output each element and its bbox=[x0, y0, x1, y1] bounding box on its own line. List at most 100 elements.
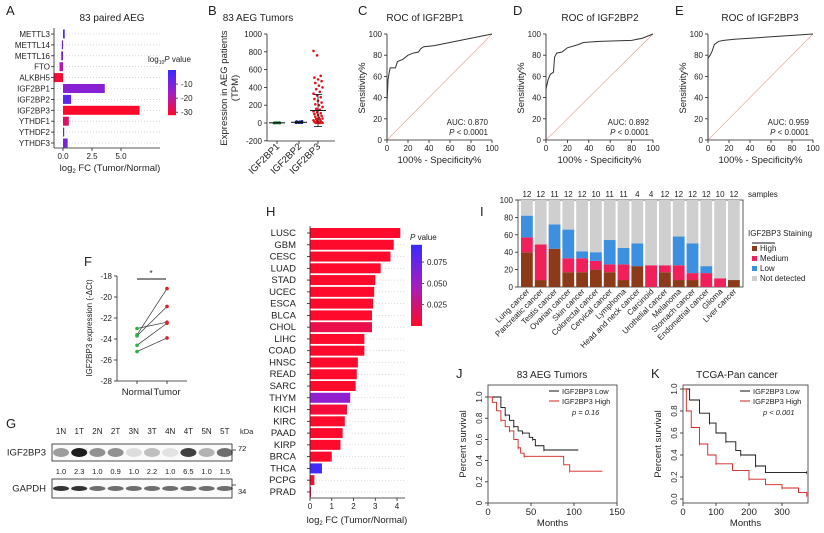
y-tick-label: 20 bbox=[532, 115, 541, 124]
colorbar-segment bbox=[411, 323, 422, 325]
bar-not-detected bbox=[728, 200, 740, 281]
band bbox=[53, 448, 69, 457]
cancer-label: SARC bbox=[270, 381, 297, 392]
sample-count: 12 bbox=[674, 190, 683, 199]
colorbar-label: 0.025 bbox=[427, 301, 448, 310]
bar-medium bbox=[590, 260, 602, 270]
p-italic: P bbox=[610, 128, 616, 137]
panel-a-title: 83 paired AEG bbox=[79, 13, 144, 24]
colorbar-segment bbox=[411, 259, 422, 261]
lane-label: 5T bbox=[220, 427, 229, 436]
roc-curve bbox=[707, 33, 814, 140]
bar-high bbox=[576, 272, 588, 287]
cancer-label: LIHC bbox=[274, 334, 296, 345]
ratio-label: 2.2 bbox=[147, 467, 157, 476]
p-value-label: p = 0.16 bbox=[571, 408, 600, 417]
colorbar-segment bbox=[411, 253, 422, 255]
x-axis-label: log2 FC (Tumor/Normal) bbox=[60, 163, 161, 175]
bar-gbm bbox=[310, 239, 394, 250]
survival-curve-high bbox=[488, 396, 603, 472]
bar-low bbox=[548, 224, 561, 249]
x-tick-label: 200 bbox=[741, 507, 757, 518]
colorbar-segment bbox=[168, 96, 176, 98]
colorbar-segment bbox=[168, 101, 176, 103]
colorbar-segment bbox=[411, 252, 422, 254]
colorbar-segment bbox=[168, 74, 176, 76]
bar-low bbox=[590, 252, 602, 261]
y-tick-label: 60 bbox=[532, 72, 541, 81]
colorbar-segment bbox=[168, 99, 176, 101]
band bbox=[125, 486, 142, 491]
gene-label: IGF2BP1 bbox=[17, 85, 50, 94]
bar-low bbox=[576, 251, 588, 259]
bar-medium bbox=[521, 237, 533, 253]
colorbar-segment bbox=[411, 319, 422, 321]
y-tick-label: 40 bbox=[694, 94, 703, 103]
colorbar-segment bbox=[411, 317, 422, 319]
colorbar-segment bbox=[411, 271, 422, 273]
bar-high bbox=[728, 280, 740, 287]
bar-mettl3 bbox=[63, 29, 65, 39]
bar-low bbox=[617, 247, 630, 265]
sample-count: 12 bbox=[536, 190, 545, 199]
p-value-label: p < 0.001 bbox=[762, 408, 795, 417]
cancer-label: UCEC bbox=[269, 287, 296, 298]
bar-not-detected bbox=[659, 200, 671, 266]
legend-swatch bbox=[752, 256, 757, 261]
y-tick-label: 0.8 bbox=[475, 412, 484, 424]
y-tick-label: 80 bbox=[532, 51, 541, 60]
panel-c-title: ROC of IGF2BP1 bbox=[386, 13, 464, 24]
bar-chol bbox=[310, 322, 372, 333]
x-tick-label: 60 bbox=[606, 144, 615, 153]
colorbar-segment bbox=[411, 289, 422, 291]
colorbar-segment bbox=[168, 112, 176, 114]
roc-curve bbox=[386, 33, 493, 140]
p-value-label: P < 0.0001 bbox=[610, 128, 649, 137]
y-tick-label: 0 bbox=[258, 119, 263, 128]
bar-medium bbox=[686, 273, 699, 281]
sample-count: 4 bbox=[649, 190, 654, 199]
y-tick-label: 0.4 bbox=[475, 454, 484, 466]
data-point-igf2bp3 bbox=[313, 76, 316, 79]
bar-high bbox=[590, 269, 602, 287]
p-rest: < 0.0001 bbox=[775, 128, 809, 137]
colorbar-segment bbox=[168, 78, 176, 80]
colorbar-segment bbox=[411, 311, 422, 313]
band bbox=[144, 486, 160, 491]
lane-label: 1T bbox=[75, 427, 84, 436]
panel-j-title: 83 AEG Tumors bbox=[517, 370, 588, 381]
colorbar-segment bbox=[168, 90, 176, 92]
bar-high bbox=[521, 252, 533, 287]
bar-not-detected bbox=[521, 200, 533, 216]
y-tick-label: 0.2 bbox=[475, 476, 484, 488]
colorbar-label: -20 bbox=[181, 94, 193, 103]
colorbar-segment bbox=[411, 244, 422, 246]
y-tick-label: 100 bbox=[528, 30, 542, 39]
colorbar-segment bbox=[411, 324, 422, 326]
colorbar-segment bbox=[168, 114, 176, 116]
pair-line bbox=[136, 321, 168, 329]
legend-label: IGF2BP3 Low bbox=[753, 387, 800, 396]
colorbar-segment bbox=[411, 316, 422, 318]
bar-thca bbox=[310, 463, 322, 474]
colorbar-segment bbox=[411, 288, 422, 290]
bar-read bbox=[310, 369, 357, 380]
lane-label: 4N bbox=[165, 427, 175, 436]
y-axis-label: Percent survival bbox=[458, 410, 469, 478]
gene-label: IGF2BP2 bbox=[17, 95, 50, 104]
xlabel-sub: 2 bbox=[319, 521, 323, 527]
bar-hnsc bbox=[310, 357, 358, 368]
colorbar-segment bbox=[411, 254, 422, 256]
colorbar-segment bbox=[411, 309, 422, 311]
cancer-label: PRAD bbox=[270, 487, 297, 498]
legend-title: P value bbox=[410, 233, 437, 242]
colorbar-segment bbox=[168, 85, 176, 87]
colorbar-segment bbox=[168, 92, 176, 94]
band bbox=[216, 486, 233, 491]
normal-point bbox=[135, 326, 139, 331]
x-tick-label: 100 bbox=[806, 144, 820, 153]
legend-p: P bbox=[410, 233, 416, 242]
bar-coad bbox=[310, 345, 365, 356]
band bbox=[53, 486, 69, 491]
